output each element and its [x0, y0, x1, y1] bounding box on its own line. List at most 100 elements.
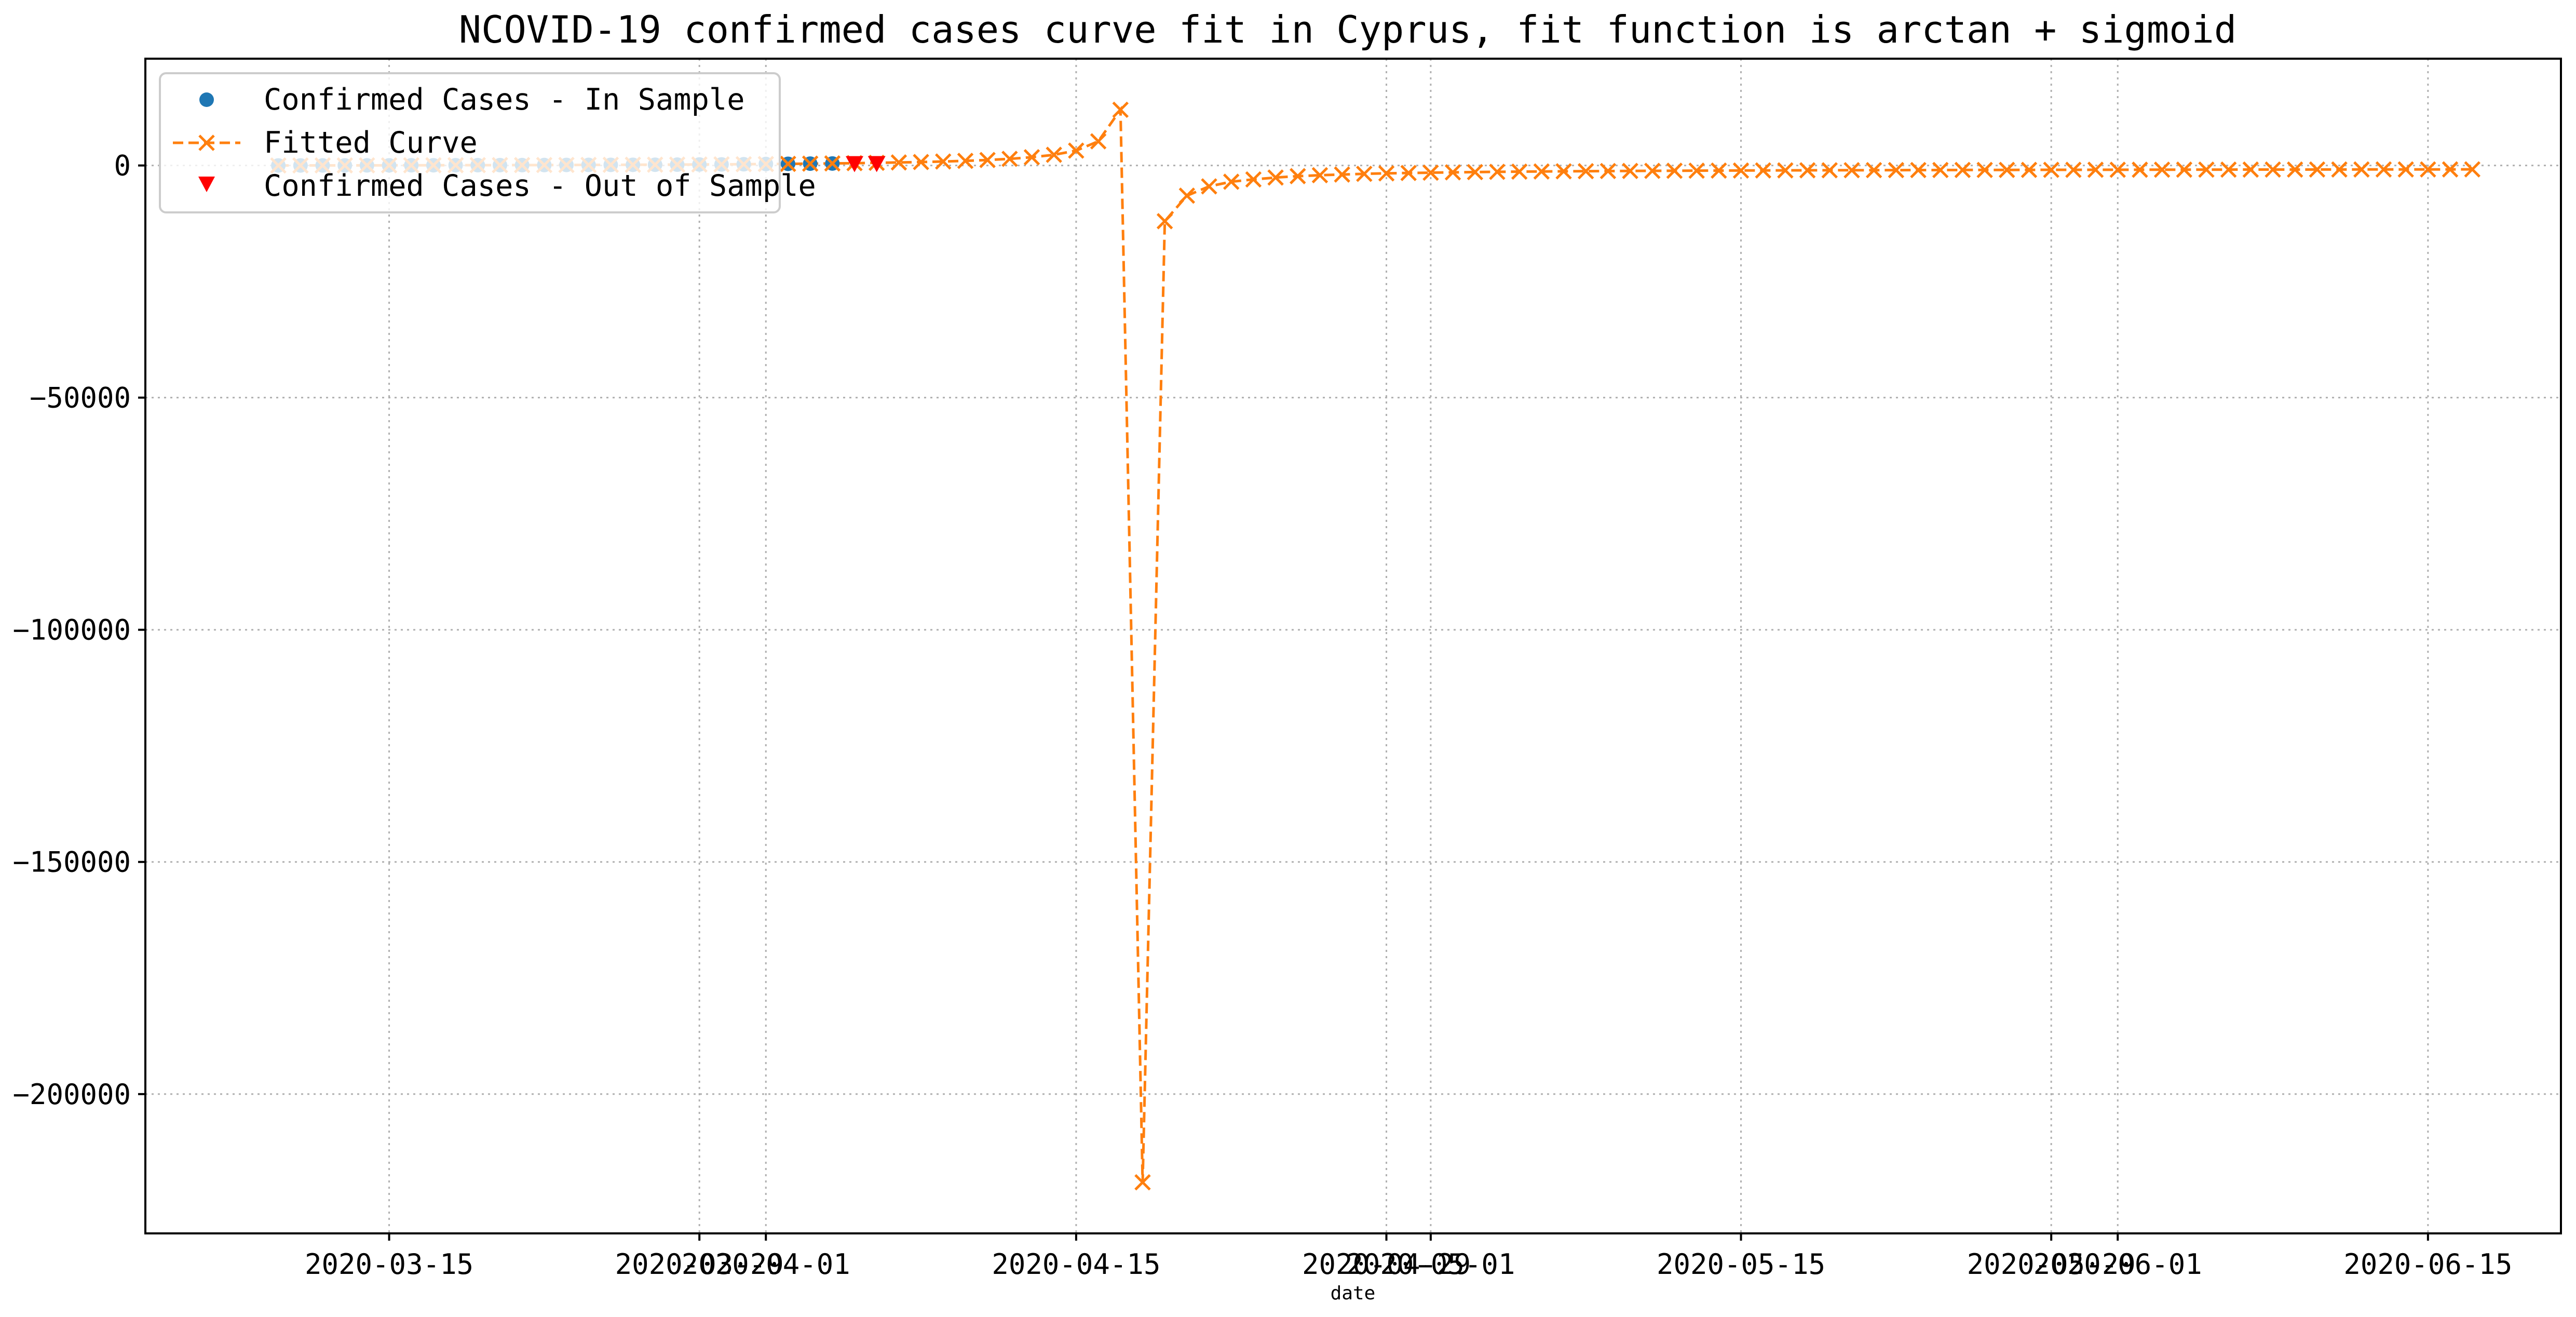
legend-label-in-sample: Confirmed Cases - In Sample	[264, 83, 745, 117]
x-tick-label: 2020-04-15	[992, 1248, 1160, 1281]
legend-label-fitted: Fitted Curve	[264, 126, 478, 160]
fitted-curve-point	[1910, 162, 1927, 179]
legend-label-out-of-sample: Confirmed Cases - Out of Sample	[264, 169, 816, 203]
x-tick-label: 2020-06-01	[2033, 1248, 2202, 1281]
legend-marker-out-of-sample	[198, 177, 215, 192]
fitted-curve-point	[1444, 164, 1461, 181]
fitted-curve-point	[1467, 164, 1484, 181]
x-tick-label: 2020-03-15	[305, 1248, 473, 1281]
legend-box	[159, 72, 781, 213]
fitted-curve-point	[1954, 162, 1971, 179]
fitted-curve-point	[2043, 162, 2059, 178]
series-layer	[270, 101, 2481, 1191]
fitted-curve-point	[1732, 162, 1750, 179]
fitted-curve-point	[1223, 173, 1240, 190]
fitted-curve-point	[1046, 146, 1062, 163]
x-tick-label: 2020-04-29	[1302, 1248, 1471, 1281]
fitted-curve-point	[1666, 163, 1683, 179]
x-tick-label: 2020-04-01	[682, 1248, 850, 1281]
fitted-curve-point	[1422, 164, 1439, 181]
fitted-curve-point	[1533, 163, 1550, 180]
fitted-curve-point	[2132, 162, 2148, 178]
fitted-curve-point	[1622, 163, 1638, 179]
fitted-curve-point	[1644, 163, 1661, 179]
y-axis: 0 −50000 −100000 −150000 −200000	[12, 150, 145, 1111]
fitted-curve-point	[890, 154, 907, 171]
x-tick-label: 2020-05-29	[1967, 1248, 2136, 1281]
x-tick-label: 2020-06-15	[2343, 1248, 2512, 1281]
out-of-sample-point	[846, 156, 864, 172]
fitted-curve-point	[1843, 162, 1860, 179]
fitted-curve-point	[1999, 162, 2015, 178]
y-tick-label: −50000	[30, 382, 131, 414]
fitted-curve-point	[1577, 163, 1594, 180]
fitted-curve-point	[2375, 161, 2392, 178]
fitted-curve-point	[1112, 101, 1129, 118]
fitted-curve-point	[1711, 162, 1727, 179]
gridlines	[145, 59, 2561, 1233]
fitted-curve-point	[2265, 161, 2281, 178]
fitted-curve-point	[1290, 168, 1306, 184]
x-tick-label: 2020-05-15	[1657, 1248, 1825, 1281]
fitted-curve-point	[2220, 161, 2237, 178]
fitted-curve-point	[1068, 142, 1084, 159]
fitted-curve-point	[1311, 167, 1328, 184]
fitted-curve-point	[2353, 161, 2370, 178]
fitted-curve-point	[2087, 162, 2104, 178]
fitted-curve-point	[780, 155, 796, 172]
plot-frame	[144, 58, 2562, 1234]
fitted-curve-point	[1356, 165, 1373, 182]
fitted-curve-point	[1001, 151, 1018, 167]
fitted-curve-point	[1511, 163, 1528, 180]
fitted-curve-point	[2309, 161, 2326, 178]
fitted-curve-line	[278, 105, 2473, 1182]
fitted-curve-point	[935, 153, 952, 170]
fitted-curve-point	[1023, 149, 1040, 166]
legend: Confirmed Cases - In Sample Fitted Curve…	[159, 72, 816, 213]
fitted-curve-point	[1777, 162, 1794, 179]
y-tick-label: −100000	[12, 614, 131, 647]
fitted-curve-point	[2065, 162, 2082, 178]
fitted-curve-point	[2198, 161, 2215, 178]
fitted-curve-point	[1245, 171, 1262, 188]
fitted-curve-point	[913, 154, 929, 170]
fitted-curve-point	[1178, 187, 1196, 204]
fitted-curve-point	[802, 155, 819, 172]
fitted-curve-point	[1156, 213, 1173, 230]
fitted-curve-point	[2286, 161, 2303, 178]
fitted-curve-point	[1378, 165, 1395, 182]
y-tick-label: −150000	[12, 846, 131, 879]
fitted-curve-point	[1821, 162, 1838, 179]
fitted-curve-point	[2021, 162, 2038, 178]
x-axis-label: date	[1331, 1283, 1376, 1304]
fitted-curve-point	[1489, 164, 1506, 180]
fitted-curve-point	[1090, 133, 1107, 150]
fitted-curve-point	[1888, 162, 1905, 179]
fitted-curve-point	[2331, 161, 2348, 178]
fitted-curve-point	[1932, 162, 1949, 179]
fitted-curve-point	[1267, 169, 1284, 186]
out-of-sample-point	[867, 156, 886, 172]
fitted-curve-point	[2464, 161, 2481, 178]
fitted-curve-point	[2397, 161, 2414, 178]
fitted-curve-point	[2109, 162, 2126, 178]
fitted-curve-point	[2153, 161, 2171, 178]
fitted-curve-point	[2242, 161, 2259, 178]
fitted-curve-point	[1599, 163, 1617, 180]
fitted-curve-point	[1755, 162, 1771, 179]
fitted-curve-point	[2420, 161, 2436, 178]
chart-title: NCOVID-19 confirmed cases curve fit in C…	[459, 8, 2236, 51]
y-tick-label: −200000	[12, 1078, 131, 1111]
y-tick-label: 0	[114, 150, 131, 182]
fitted-curve-point	[2442, 161, 2459, 178]
fitted-curve-point	[957, 153, 974, 169]
fitted-curve-point	[824, 155, 841, 172]
fitted-curve-point	[1400, 165, 1417, 181]
fitted-curve-point	[2176, 161, 2193, 178]
fitted-curve-point	[979, 152, 996, 168]
fitted-curve-point	[1976, 162, 1993, 179]
legend-marker-fitted	[198, 135, 215, 151]
fitted-curve-point	[1799, 162, 1816, 179]
